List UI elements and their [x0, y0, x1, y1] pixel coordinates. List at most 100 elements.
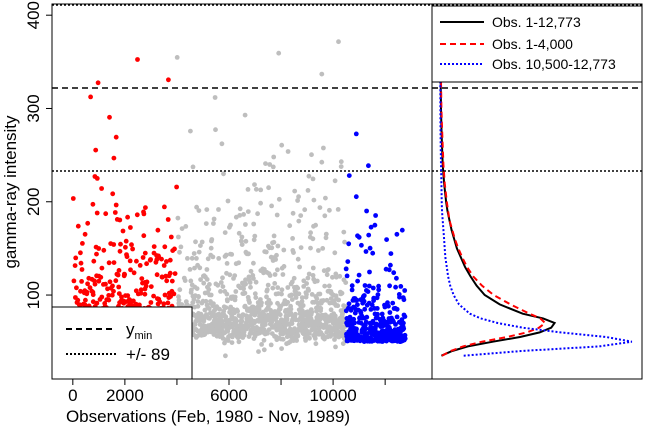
- scatter-point-435: [138, 290, 144, 296]
- scatter-point-651: [172, 246, 177, 252]
- scatter-point-1614: [322, 213, 328, 219]
- scatter-point-1425: [293, 311, 298, 317]
- scatter-point-664: [174, 184, 180, 190]
- scatter-point-545: [155, 227, 161, 233]
- x-axis: 0 2000 6000 10000: [68, 378, 386, 405]
- scatter-point-1720: [338, 159, 344, 165]
- scatter-point-1516: [307, 335, 312, 341]
- scatter-point-1005: [227, 272, 233, 278]
- scatter-point-1430: [293, 295, 299, 300]
- scatter-point-734: [185, 256, 190, 261]
- scatter-point-79: [82, 302, 88, 308]
- scatter-point-90: [84, 289, 90, 295]
- scatter-point-2118: [401, 320, 406, 326]
- scatter-point-49: [78, 288, 83, 294]
- scatter-point-1468: [299, 299, 305, 304]
- scatter-point-796: [194, 286, 200, 291]
- scatter-point-301: [117, 217, 123, 223]
- scatter-point-59: [79, 267, 85, 272]
- scatter-point-608: [165, 300, 171, 306]
- y-axis: 100 200 300 400: [24, 1, 53, 309]
- scatter-point-1512: [306, 173, 312, 179]
- scatter-point-1553: [312, 336, 318, 341]
- scatter-point-1448: [296, 291, 302, 297]
- scatter-point-255: [110, 191, 116, 197]
- scatter-point-1701: [336, 39, 341, 45]
- scatter-point-1677: [332, 250, 338, 256]
- scatter-point-1421: [292, 188, 298, 194]
- scatter-point-1240: [264, 294, 269, 300]
- scatter-point-813: [197, 265, 203, 271]
- scatter-point-1304: [274, 252, 279, 258]
- scatter-point-1878: [363, 326, 369, 332]
- scatter-point-1531: [309, 309, 315, 315]
- scatter-point-2126: [402, 288, 408, 293]
- scatter-point-858: [204, 207, 210, 213]
- scatter-legend-box: [51, 306, 193, 380]
- scatter-point-1951: [374, 306, 380, 311]
- scatter-point-983: [223, 252, 229, 258]
- scatter-point-1790: [349, 283, 355, 289]
- scatter-point-94: [85, 281, 90, 287]
- scatter-point-1104: [242, 112, 248, 118]
- scatter-point-442: [139, 276, 145, 281]
- scatter-point-1891: [365, 289, 371, 294]
- scatter-point-1106: [243, 277, 248, 283]
- scatter-point-539: [154, 272, 160, 278]
- scatter-point-230: [106, 297, 112, 303]
- scatter-point-1506: [305, 188, 311, 193]
- scatter-point-414: [135, 57, 140, 62]
- scatter-point-1952: [375, 311, 380, 317]
- scatter-point-2010: [384, 237, 389, 243]
- scatter-point-1544: [311, 197, 317, 203]
- scatter-point-1588: [318, 306, 324, 311]
- density-legend: Obs. 1-12,773 Obs. 1-4,000 Obs. 10,500-1…: [431, 5, 643, 83]
- scatter-point-78: [82, 231, 88, 237]
- scatter-legend: ymin +/- 89: [51, 306, 193, 380]
- scatter-point-764: [189, 255, 195, 261]
- scatter-point-1604: [321, 145, 326, 151]
- scatter-point-2120: [401, 326, 407, 331]
- scatter-point-1072: [237, 206, 243, 212]
- scatter-point-692: [178, 244, 184, 250]
- scatter-point-179: [98, 274, 104, 280]
- scatter-point-1557: [313, 341, 319, 347]
- scatter-point-1203: [258, 187, 264, 193]
- scatter-point-1540: [310, 265, 316, 271]
- scatter-point-759: [189, 287, 194, 293]
- scatter-point-1735: [341, 229, 347, 235]
- scatter-point-961: [220, 284, 226, 289]
- scatter-point-623: [167, 270, 173, 276]
- scatter-point-631: [168, 234, 174, 240]
- scatter-point-162: [95, 80, 101, 86]
- scatter-point-347: [124, 254, 130, 260]
- scatter-point-1062: [236, 260, 242, 266]
- scatter-point-35: [75, 223, 81, 229]
- scatter-point-2093: [397, 294, 402, 300]
- scatter-point-2067: [393, 322, 398, 327]
- scatter-point-680: [176, 297, 182, 303]
- scatter-point-264: [111, 260, 117, 265]
- scatter-point-1770: [346, 301, 352, 307]
- scatter-point-1783: [348, 307, 354, 313]
- scatter-point-438: [138, 287, 144, 293]
- scatter-point-900: [211, 221, 216, 226]
- scatter-point-838: [201, 280, 207, 286]
- scatter-point-1884: [364, 314, 370, 320]
- scatter-point-801: [195, 299, 201, 304]
- scatter-point-1373: [284, 316, 290, 322]
- scatter-point-1440: [295, 285, 301, 291]
- scatter-point-392: [131, 270, 137, 276]
- scatter-point-368: [127, 225, 133, 230]
- scatter-point-295: [116, 268, 122, 273]
- scatter-point-685: [177, 287, 183, 293]
- scatter-point-987: [224, 291, 230, 297]
- scatter-point-95: [85, 220, 91, 226]
- scatter-point-676: [176, 234, 181, 240]
- scatter-point-655: [172, 271, 178, 276]
- scatter-point-1169: [252, 291, 258, 297]
- scatter-point-1918: [369, 302, 375, 308]
- scatter-point-151: [94, 251, 99, 257]
- scatter-point-1194: [256, 306, 262, 312]
- scatter-point-1719: [338, 164, 344, 170]
